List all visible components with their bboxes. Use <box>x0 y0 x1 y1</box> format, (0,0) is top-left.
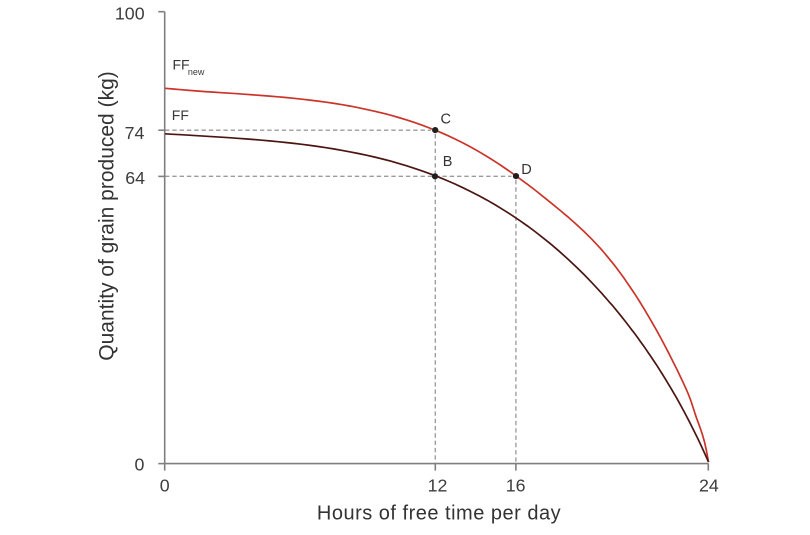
svg-text:Hours of free time per day: Hours of free time per day <box>317 503 561 525</box>
svg-text:64: 64 <box>125 168 145 188</box>
svg-text:0: 0 <box>160 475 170 495</box>
svg-text:D: D <box>521 162 531 178</box>
svg-text:B: B <box>443 154 453 170</box>
svg-text:Quantity of grain produced (kg: Quantity of grain produced (kg) <box>96 71 119 361</box>
svg-text:24: 24 <box>699 475 719 495</box>
svg-text:100: 100 <box>115 3 145 23</box>
svg-text:16: 16 <box>506 475 526 495</box>
svg-text:74: 74 <box>125 123 145 143</box>
svg-text:FF: FF <box>173 56 190 72</box>
svg-text:12: 12 <box>428 475 448 495</box>
svg-text:FF: FF <box>172 107 189 123</box>
svg-text:new: new <box>188 67 205 77</box>
svg-text:C: C <box>441 111 451 127</box>
svg-text:0: 0 <box>135 455 145 475</box>
